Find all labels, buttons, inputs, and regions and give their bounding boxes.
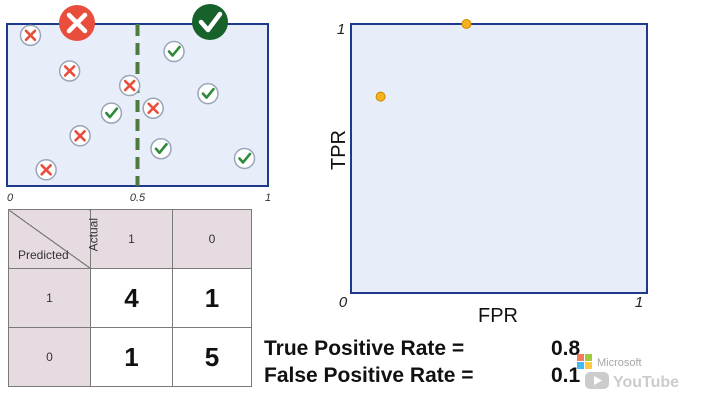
video-watermark: Microsoft YouTube [577, 354, 679, 391]
check-point-7 [150, 137, 172, 160]
roc-chart: 0 1 1 TPR FPR [328, 19, 648, 327]
threshold-chart: 0 0.5 1 [6, 4, 271, 204]
tpr-value: 0.8 [551, 337, 581, 360]
false-negative-count: 1 [90, 327, 173, 387]
matrix-corner: Actual Predicted [8, 209, 100, 269]
cross-point-5 [58, 60, 81, 82]
roc-plot-area [350, 23, 648, 294]
y-tick-label-1: 1 [337, 21, 345, 38]
fpr-value: 0.1 [551, 364, 581, 387]
check-point-10 [163, 40, 185, 63]
tpr-label: True Positive Rate = [264, 337, 465, 360]
cross-point-3 [142, 97, 164, 119]
cross-point-1 [69, 125, 91, 147]
positive-class-badge [192, 4, 228, 40]
col-header-actual-0: 0 [172, 209, 252, 269]
true-positive-count: 4 [90, 268, 173, 328]
y-axis-label: TPR [328, 130, 350, 170]
row-header-predicted-1: 1 [8, 268, 91, 328]
fpr-label: False Positive Rate = [264, 364, 474, 387]
confusion-matrix: Actual Predicted 1 0 1 4 1 0 1 5 [8, 209, 252, 387]
x-tick-label-1: 0.5 [130, 192, 146, 204]
col-header-actual-1: 1 [90, 209, 173, 269]
cross-point-4 [118, 74, 141, 97]
row-header-predicted-0: 0 [8, 327, 91, 387]
roc-point-1 [461, 19, 472, 29]
roc-point-0 [375, 91, 386, 102]
false-positive-count: 1 [172, 268, 252, 328]
x-tick-label-0: 0 [7, 192, 14, 204]
x-tick-label-1: 1 [635, 294, 643, 311]
negative-class-badge [59, 5, 95, 41]
check-point-9 [197, 82, 219, 105]
actual-axis-label: Actual [86, 218, 100, 252]
youtube-logo-icon [585, 372, 609, 389]
microsoft-logo-icon [577, 354, 592, 369]
check-point-2 [100, 102, 123, 124]
x-axis-label: FPR [478, 305, 518, 327]
cross-point-6 [19, 24, 42, 47]
platform-watermark: YouTube [613, 374, 679, 391]
true-negative-count: 5 [172, 327, 252, 387]
predicted-axis-label: Predicted [18, 248, 69, 262]
x-tick-label-0: 0 [339, 294, 348, 311]
x-tick-label-2: 1 [265, 192, 271, 204]
cross-point-0 [35, 159, 57, 181]
brand-watermark: Microsoft [597, 357, 642, 369]
check-point-8 [233, 147, 256, 170]
